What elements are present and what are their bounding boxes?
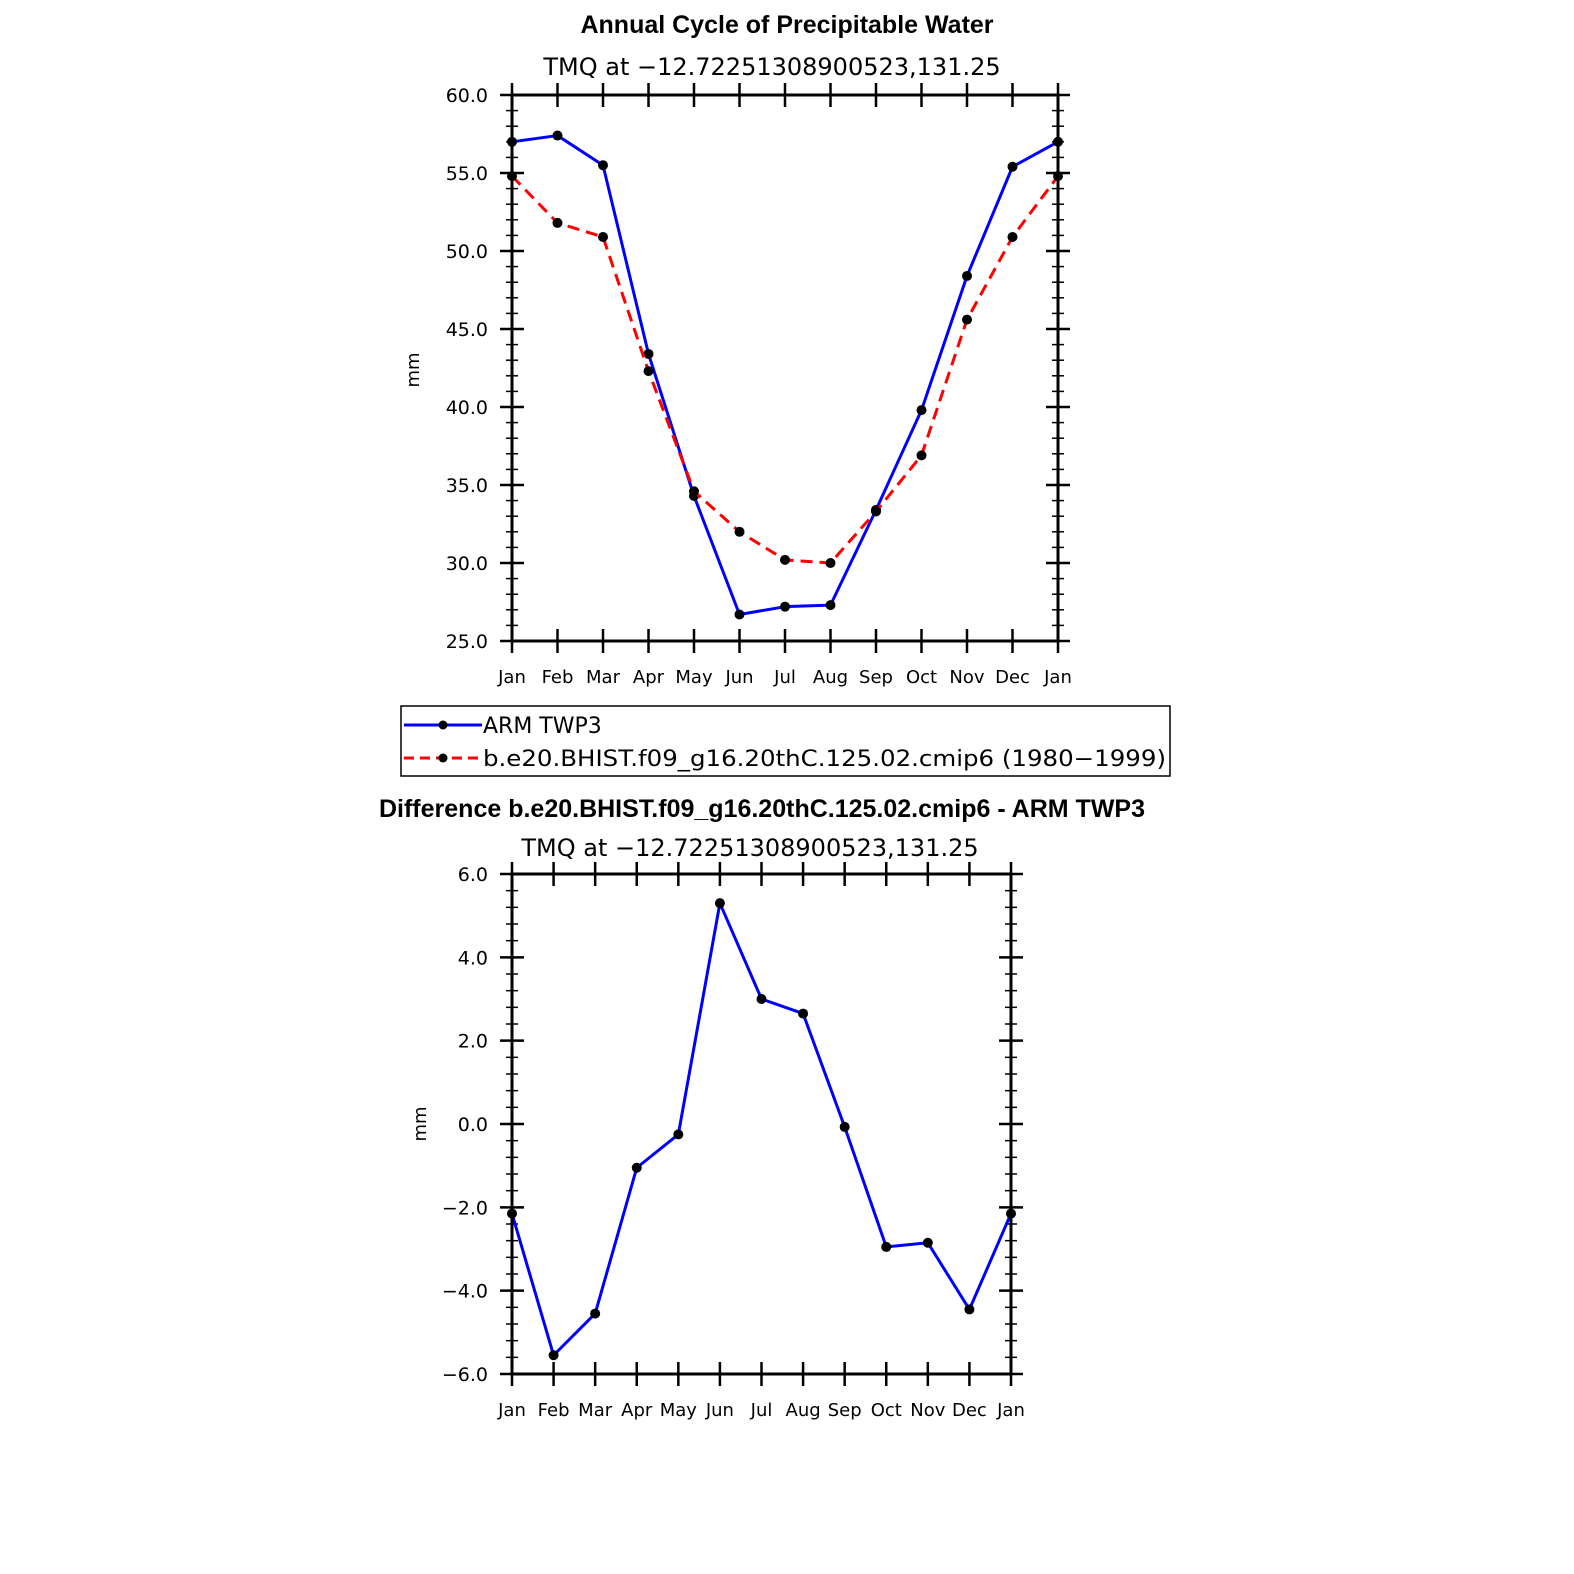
y-tick-label: 55.0 (446, 163, 488, 185)
chart1-ylabel: mm (403, 352, 424, 387)
series-1-point (780, 554, 790, 565)
series-1-point (1007, 231, 1018, 242)
x-tick-label: Nov (949, 667, 984, 688)
series-0-point (881, 1241, 892, 1252)
x-tick-label: Apr (633, 667, 665, 688)
series-line-0 (511, 134, 1059, 616)
x-tick-label: Jan (497, 1400, 526, 1421)
series-0-point (798, 1008, 809, 1019)
chart2-ylabel: mm (410, 1106, 431, 1141)
legend-box (400, 705, 1171, 777)
legend-obs-label: ARM TWP3 (483, 714, 602, 739)
x-tick-label: Oct (871, 1400, 902, 1421)
y-tick-label: 50.0 (446, 241, 488, 263)
x-tick-label: Feb (542, 667, 574, 688)
y-tick-label: 2.0 (458, 1031, 488, 1053)
chart2-subtitle: TMQ at −12.72251308900523,131.25 (520, 834, 978, 862)
x-tick-label: Jul (773, 667, 796, 688)
legend-model-marker (438, 753, 448, 763)
series-0-point (590, 1308, 601, 1319)
legend-obs-marker (438, 720, 448, 730)
x-tick-label: Feb (538, 1400, 570, 1421)
x-tick-label: Mar (578, 1400, 613, 1421)
legend: ARM TWP3 b.e20.BHIST.f09_g16.20thC.125.0… (400, 705, 1171, 777)
series-0-point (780, 601, 790, 612)
y-tick-label: 40.0 (446, 397, 488, 419)
annual-cycle-chart: Annual Cycle of Precipitable Water TMQ a… (403, 11, 1072, 688)
chart1-plot-frame (510, 93, 1060, 643)
series-1-point (916, 450, 927, 461)
y-tick-label: 30.0 (446, 553, 488, 575)
series-0-point (1007, 161, 1018, 172)
series-0-point (714, 898, 725, 909)
series-0-point (734, 609, 745, 620)
x-tick-label: Aug (813, 667, 848, 688)
series-1-point (689, 486, 699, 497)
series-1-point (734, 526, 745, 537)
series-1-point (825, 558, 836, 568)
series-1-point (598, 231, 608, 242)
x-tick-label: Dec (995, 667, 1030, 688)
series-0-point (631, 1162, 642, 1173)
series-0-point (839, 1121, 850, 1132)
y-tick-label: 45.0 (446, 319, 488, 341)
series-0-point (922, 1237, 933, 1248)
series-0-point (548, 1350, 559, 1361)
y-tick-label: 6.0 (458, 864, 488, 886)
series-0-point (916, 405, 927, 416)
x-tick-label: Jan (497, 667, 526, 688)
series-0-point (964, 1304, 975, 1315)
y-tick-label: 25.0 (446, 631, 488, 653)
y-tick-label: 60.0 (446, 85, 488, 107)
series-0-point (962, 270, 972, 281)
y-tick-label: 0.0 (458, 1114, 488, 1136)
series-0-point (643, 348, 654, 359)
series-0-point (825, 600, 836, 611)
x-tick-label: Aug (786, 1400, 821, 1421)
series-0-point (598, 160, 608, 171)
x-tick-label: Sep (828, 1400, 862, 1421)
chart1-subtitle: TMQ at −12.72251308900523,131.25 (542, 53, 1000, 81)
x-tick-label: Jun (705, 1400, 734, 1421)
series-1-point (643, 366, 654, 377)
x-tick-label: May (660, 1400, 698, 1421)
series-1-point (871, 506, 881, 517)
x-tick-label: Nov (910, 1400, 945, 1421)
series-0-point (552, 130, 563, 141)
series-line-1 (510, 175, 1060, 565)
chart2-plot-frame (510, 872, 1013, 1376)
x-tick-label: Mar (586, 667, 621, 688)
y-tick-label: −2.0 (442, 1197, 488, 1219)
chart2-title: Difference b.e20.BHIST.f09_g16.20thC.125… (379, 795, 1145, 823)
series-0-point (673, 1129, 684, 1140)
y-tick-label: 35.0 (446, 475, 488, 497)
x-tick-label: Jan (996, 1400, 1025, 1421)
y-tick-label: −6.0 (442, 1364, 488, 1386)
legend-model-label: b.e20.BHIST.f09_g16.20thC.125.02.cmip6 (… (483, 747, 1166, 772)
x-tick-label: Sep (859, 667, 893, 688)
x-tick-label: Dec (952, 1400, 987, 1421)
y-tick-label: −4.0 (442, 1281, 488, 1303)
x-tick-label: May (675, 667, 713, 688)
x-tick-label: Jan (1043, 667, 1072, 688)
x-tick-label: Jul (750, 1400, 773, 1421)
x-tick-label: Oct (906, 667, 937, 688)
series-1-point (552, 217, 563, 228)
series-1-point (962, 314, 972, 325)
x-tick-label: Apr (621, 1400, 653, 1421)
difference-chart: Difference b.e20.BHIST.f09_g16.20thC.125… (379, 795, 1145, 1421)
chart1-title: Annual Cycle of Precipitable Water (580, 11, 993, 39)
series-0-point (756, 994, 767, 1004)
y-tick-label: 4.0 (458, 947, 488, 969)
series-line-0 (510, 901, 1013, 1357)
x-tick-label: Jun (724, 667, 753, 688)
